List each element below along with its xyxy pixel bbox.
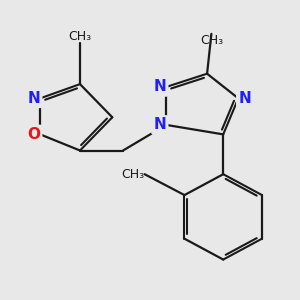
- Text: N: N: [27, 91, 40, 106]
- Text: CH₃: CH₃: [200, 34, 223, 47]
- Text: CH₃: CH₃: [122, 168, 145, 181]
- Text: N: N: [153, 80, 166, 94]
- Text: N: N: [153, 117, 166, 132]
- Text: CH₃: CH₃: [68, 30, 92, 43]
- Text: N: N: [238, 91, 251, 106]
- Text: O: O: [27, 127, 40, 142]
